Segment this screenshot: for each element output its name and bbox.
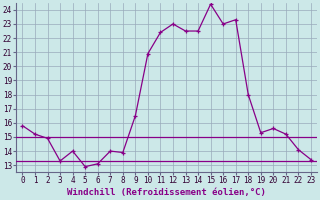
X-axis label: Windchill (Refroidissement éolien,°C): Windchill (Refroidissement éolien,°C) [67, 188, 266, 197]
